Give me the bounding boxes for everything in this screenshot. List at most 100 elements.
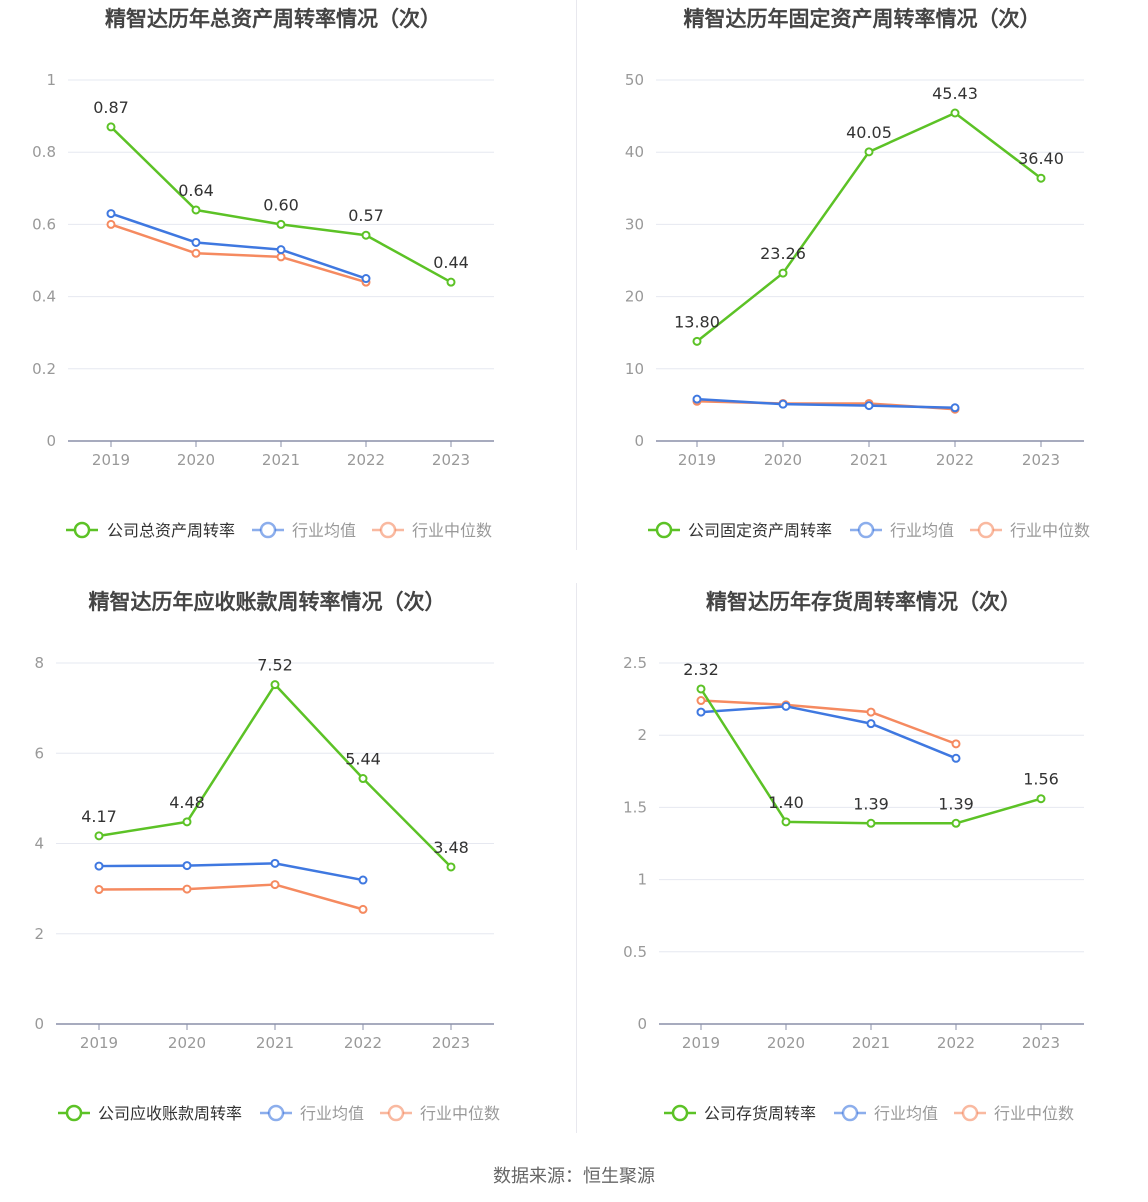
legend-label: 行业均值 xyxy=(300,1104,364,1123)
y-tick-label: 1 xyxy=(46,71,56,89)
y-tick-label: 0.8 xyxy=(32,143,56,161)
data-point xyxy=(781,701,791,711)
legend-marker xyxy=(65,1104,83,1122)
chart-svg: 精智达历年应收账款周转率情况（次） 0 2 4 6 8 2019 2020 2021 2022 20… xyxy=(34,590,500,1123)
y-tick-label: 0 xyxy=(634,432,644,450)
data-point xyxy=(778,268,788,278)
data-point xyxy=(358,774,368,784)
y-tick-label: 40 xyxy=(625,143,644,161)
x-tick-label: 2021 xyxy=(262,451,300,469)
data-label: 0.64 xyxy=(178,181,214,200)
data-point xyxy=(951,818,961,828)
data-point xyxy=(106,219,116,229)
data-point xyxy=(951,739,961,749)
x-tick-label: 2022 xyxy=(347,451,385,469)
legend-marker xyxy=(73,521,91,539)
data-label: 3.48 xyxy=(433,838,469,857)
data-point xyxy=(94,831,104,841)
legend-label: 公司应收账款周转率 xyxy=(98,1104,242,1123)
data-label: 4.48 xyxy=(169,793,205,812)
data-point xyxy=(866,707,876,717)
data-point xyxy=(270,880,280,890)
data-point xyxy=(696,684,706,694)
data-label: 1.40 xyxy=(768,793,804,812)
chart-inventory-turnover: 精智达历年存货周转率情况（次） 0 0.5 1 1.5 2 2.5 2019 2020 2021 2… xyxy=(574,583,1148,1166)
y-tick-label: 20 xyxy=(625,288,644,306)
y-tick-label: 4 xyxy=(34,835,44,853)
legend-marker xyxy=(841,1104,859,1122)
data-point xyxy=(781,817,791,827)
y-tick-label: 2.5 xyxy=(623,654,647,672)
series-line xyxy=(110,212,367,280)
data-point xyxy=(276,252,286,262)
x-tick-label: 2021 xyxy=(256,1034,294,1052)
data-label: 5.44 xyxy=(345,750,381,769)
data-point xyxy=(276,219,286,229)
data-point xyxy=(358,904,368,914)
y-tick-label: 2 xyxy=(637,726,647,744)
x-tick-label: 2021 xyxy=(850,451,888,469)
chart-fixed-asset-turnover: 精智达历年固定资产周转率情况（次） 0 10 20 30 40 50 2019 2020 2021… xyxy=(574,0,1148,583)
chart-svg: 精智达历年固定资产周转率情况（次） 0 10 20 30 40 50 2019 2020 2021… xyxy=(625,7,1090,540)
data-point xyxy=(182,817,192,827)
legend-label: 行业均值 xyxy=(890,521,954,540)
data-label: 1.56 xyxy=(1023,770,1059,789)
legend-marker xyxy=(671,1104,689,1122)
data-label: 0.87 xyxy=(93,98,129,117)
x-tick-label: 2020 xyxy=(767,1034,805,1052)
legend-marker xyxy=(267,1104,285,1122)
chart-svg: 精智达历年存货周转率情况（次） 0 0.5 1 1.5 2 2.5 2019 2020 2021 2… xyxy=(623,590,1084,1123)
data-point xyxy=(106,122,116,132)
series-line xyxy=(98,862,364,882)
y-tick-label: 50 xyxy=(625,71,644,89)
data-label: 45.43 xyxy=(932,84,978,103)
data-point xyxy=(778,399,788,409)
legend-marker xyxy=(977,521,995,539)
data-point xyxy=(950,108,960,118)
legend-label: 行业中位数 xyxy=(1010,521,1090,540)
data-label: 1.39 xyxy=(938,794,974,813)
x-tick-label: 2020 xyxy=(764,451,802,469)
y-tick-label: 0 xyxy=(637,1015,647,1033)
legend-marker xyxy=(857,521,875,539)
panel-divider xyxy=(576,0,577,550)
y-tick-label: 1.5 xyxy=(623,798,647,816)
data-label: 0.44 xyxy=(433,253,469,272)
series-line xyxy=(98,883,364,911)
data-point xyxy=(361,230,371,240)
data-label: 40.05 xyxy=(846,123,892,142)
data-label: 13.80 xyxy=(674,312,720,331)
chart-title: 精智达历年固定资产周转率情况（次） xyxy=(684,7,1041,31)
data-point xyxy=(270,858,280,868)
legend-marker xyxy=(387,1104,405,1122)
series-line xyxy=(700,705,957,760)
chart-total-asset-turnover: 精智达历年总资产周转率情况（次） 0 0.2 0.4 0.6 0.8 1 2019 2020 20… xyxy=(0,0,574,583)
data-label: 23.26 xyxy=(760,244,806,263)
y-tick-label: 0.4 xyxy=(32,288,56,306)
data-point xyxy=(191,248,201,258)
chart-receivables-turnover: 精智达历年应收账款周转率情况（次） 0 2 4 6 8 2019 2020 2021 2022 20… xyxy=(0,583,574,1166)
y-tick-label: 30 xyxy=(625,215,644,233)
legend-label: 行业中位数 xyxy=(994,1104,1074,1123)
series-line xyxy=(696,111,1042,343)
data-point xyxy=(864,147,874,157)
x-tick-label: 2023 xyxy=(1022,451,1060,469)
y-tick-label: 0.2 xyxy=(32,360,56,378)
series-line xyxy=(110,223,367,284)
series-line xyxy=(98,683,452,868)
x-tick-label: 2020 xyxy=(168,1034,206,1052)
legend-marker xyxy=(961,1104,979,1122)
legend-label: 公司存货周转率 xyxy=(704,1104,816,1123)
data-point xyxy=(182,861,192,871)
x-tick-label: 2021 xyxy=(852,1034,890,1052)
chart-svg: 精智达历年总资产周转率情况（次） 0 0.2 0.4 0.6 0.8 1 2019 2020 20… xyxy=(32,7,494,540)
x-tick-label: 2022 xyxy=(344,1034,382,1052)
x-tick-label: 2019 xyxy=(682,1034,720,1052)
data-point xyxy=(1036,173,1046,183)
data-source: 数据来源：恒生聚源 xyxy=(493,1166,655,1187)
data-point xyxy=(951,753,961,763)
data-point xyxy=(182,884,192,894)
chart-title: 精智达历年存货周转率情况（次） xyxy=(706,590,1021,614)
legend-label: 行业均值 xyxy=(874,1104,938,1123)
series-line xyxy=(696,397,956,410)
